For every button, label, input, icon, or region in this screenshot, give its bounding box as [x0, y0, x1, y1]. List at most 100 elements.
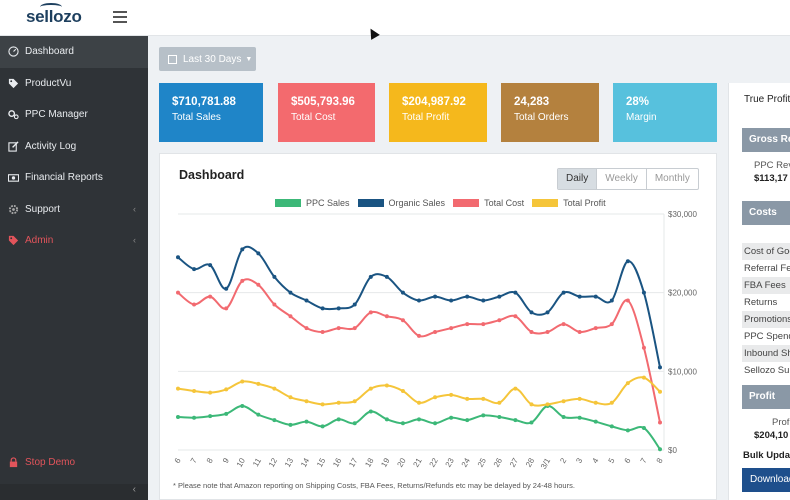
stat-value: 28%: [626, 96, 650, 108]
profit-header: Profit: [742, 385, 790, 409]
sidebar-item-admin[interactable]: Admin ‹: [0, 225, 148, 257]
data-point: [513, 290, 518, 295]
y-tick-label: $0: [668, 446, 677, 455]
x-tick-label: 11: [251, 456, 263, 468]
logo[interactable]: sellozo: [26, 3, 82, 27]
data-point: [529, 402, 534, 407]
tab-monthly[interactable]: Monthly: [645, 169, 698, 189]
download-button[interactable]: Download: [742, 468, 790, 492]
series-line: [177, 404, 661, 450]
data-point: [176, 290, 180, 295]
profit-value: $204,10: [754, 430, 789, 441]
data-point: [272, 418, 277, 423]
chevron-left-icon: ‹: [133, 235, 136, 245]
chevron-left-icon: ‹: [133, 203, 136, 214]
data-point: [417, 400, 421, 405]
data-point: [641, 290, 646, 295]
stat-card-total-orders[interactable]: 24,283 Total Orders: [501, 83, 599, 142]
sidebar-item-financial-reports[interactable]: Financial Reports: [0, 162, 148, 194]
cost-row: PPC Spend: [744, 331, 790, 342]
lock-icon: [9, 456, 18, 467]
legend-swatch: [453, 199, 480, 207]
x-tick-label: 13: [283, 456, 296, 469]
data-point: [384, 274, 389, 279]
ppc-revenue-label: PPC Revenue: [754, 160, 790, 171]
cost-row: Referral Fees: [744, 263, 790, 274]
data-point: [256, 381, 261, 386]
date-range-dropdown[interactable]: Last 30 Days ▼: [159, 47, 256, 71]
sidebar-item-productvu[interactable]: ProductVu: [0, 68, 148, 100]
x-tick-label: 8: [655, 456, 665, 465]
stop-demo-link[interactable]: Stop Demo: [0, 447, 148, 477]
legend-item[interactable]: Organic Sales: [357, 198, 446, 208]
stat-card-total-profit[interactable]: $204,987.92 Total Profit: [389, 83, 487, 142]
data-point: [465, 322, 470, 327]
data-point: [497, 414, 502, 419]
sidebar-item-support[interactable]: Support ‹: [0, 194, 148, 226]
x-tick-label: 22: [428, 456, 441, 469]
data-point: [304, 326, 309, 331]
data-point: [240, 247, 245, 252]
x-tick-label: 3/1: [539, 456, 553, 471]
data-point: [352, 326, 357, 331]
data-point: [192, 302, 197, 307]
data-point: [320, 402, 325, 407]
legend-item[interactable]: Total Cost: [453, 198, 524, 208]
x-tick-label: 24: [460, 456, 473, 469]
cost-row: Returns: [744, 297, 778, 308]
x-tick-label: 4: [590, 456, 600, 465]
stat-card-total-sales[interactable]: $710,781.88 Total Sales: [159, 83, 263, 142]
money-icon: [8, 174, 19, 182]
data-point: [336, 306, 341, 311]
cost-row: FBA Fees: [742, 277, 790, 294]
data-point: [208, 263, 213, 268]
cost-row: Sellozo Subscription: [744, 365, 790, 376]
sidebar-collapse-button[interactable]: ‹: [0, 484, 148, 500]
stat-value: $710,781.88: [172, 96, 236, 108]
menu-toggle-icon[interactable]: [113, 11, 127, 23]
x-tick-label: 12: [267, 456, 280, 469]
data-point: [545, 402, 550, 407]
data-point: [176, 414, 180, 419]
x-tick-label: 6: [623, 456, 633, 465]
data-point: [577, 396, 582, 401]
tab-daily[interactable]: Daily: [558, 169, 597, 189]
x-tick-label: 21: [411, 456, 424, 469]
sidebar-item-label: Dashboard: [25, 46, 74, 58]
edit-icon: [8, 141, 19, 152]
sidebar-item-dashboard[interactable]: Dashboard: [0, 36, 148, 68]
period-toggle: Daily Weekly Monthly: [557, 168, 699, 190]
tab-weekly[interactable]: Weekly: [596, 169, 646, 189]
logo-swoosh-icon: [40, 3, 62, 11]
data-point: [288, 314, 293, 319]
cost-row: Promotions: [742, 311, 790, 328]
data-point: [481, 396, 486, 401]
data-point: [352, 399, 357, 404]
data-point: [545, 330, 550, 334]
data-point: [224, 411, 229, 416]
data-point: [368, 274, 373, 279]
x-tick-label: 23: [444, 456, 457, 469]
data-point: [208, 390, 213, 395]
stat-value: $204,987.92: [402, 96, 466, 108]
legend-label: Total Profit: [563, 198, 606, 208]
x-tick-label: 9: [221, 456, 231, 465]
sidebar-item-activity-log[interactable]: Activity Log: [0, 131, 148, 163]
legend-label: Organic Sales: [388, 198, 446, 208]
data-point: [577, 294, 582, 299]
data-point: [433, 330, 438, 334]
legend-item[interactable]: PPC Sales: [275, 198, 350, 208]
x-tick-label: 5: [607, 456, 617, 465]
stat-label: Margin: [626, 112, 657, 123]
legend-item[interactable]: Total Profit: [532, 198, 606, 208]
data-point: [192, 415, 197, 420]
data-point: [625, 259, 630, 264]
sidebar-item-ppc-manager[interactable]: PPC Manager: [0, 99, 148, 131]
data-point: [641, 425, 646, 430]
stat-card-margin[interactable]: 28% Margin: [613, 83, 717, 142]
data-point: [545, 310, 550, 315]
stat-card-total-cost[interactable]: $505,793.96 Total Cost: [278, 83, 375, 142]
true-profit-title: True Profit Dashboard: [744, 94, 790, 105]
data-point: [449, 415, 454, 420]
data-point: [641, 375, 646, 380]
